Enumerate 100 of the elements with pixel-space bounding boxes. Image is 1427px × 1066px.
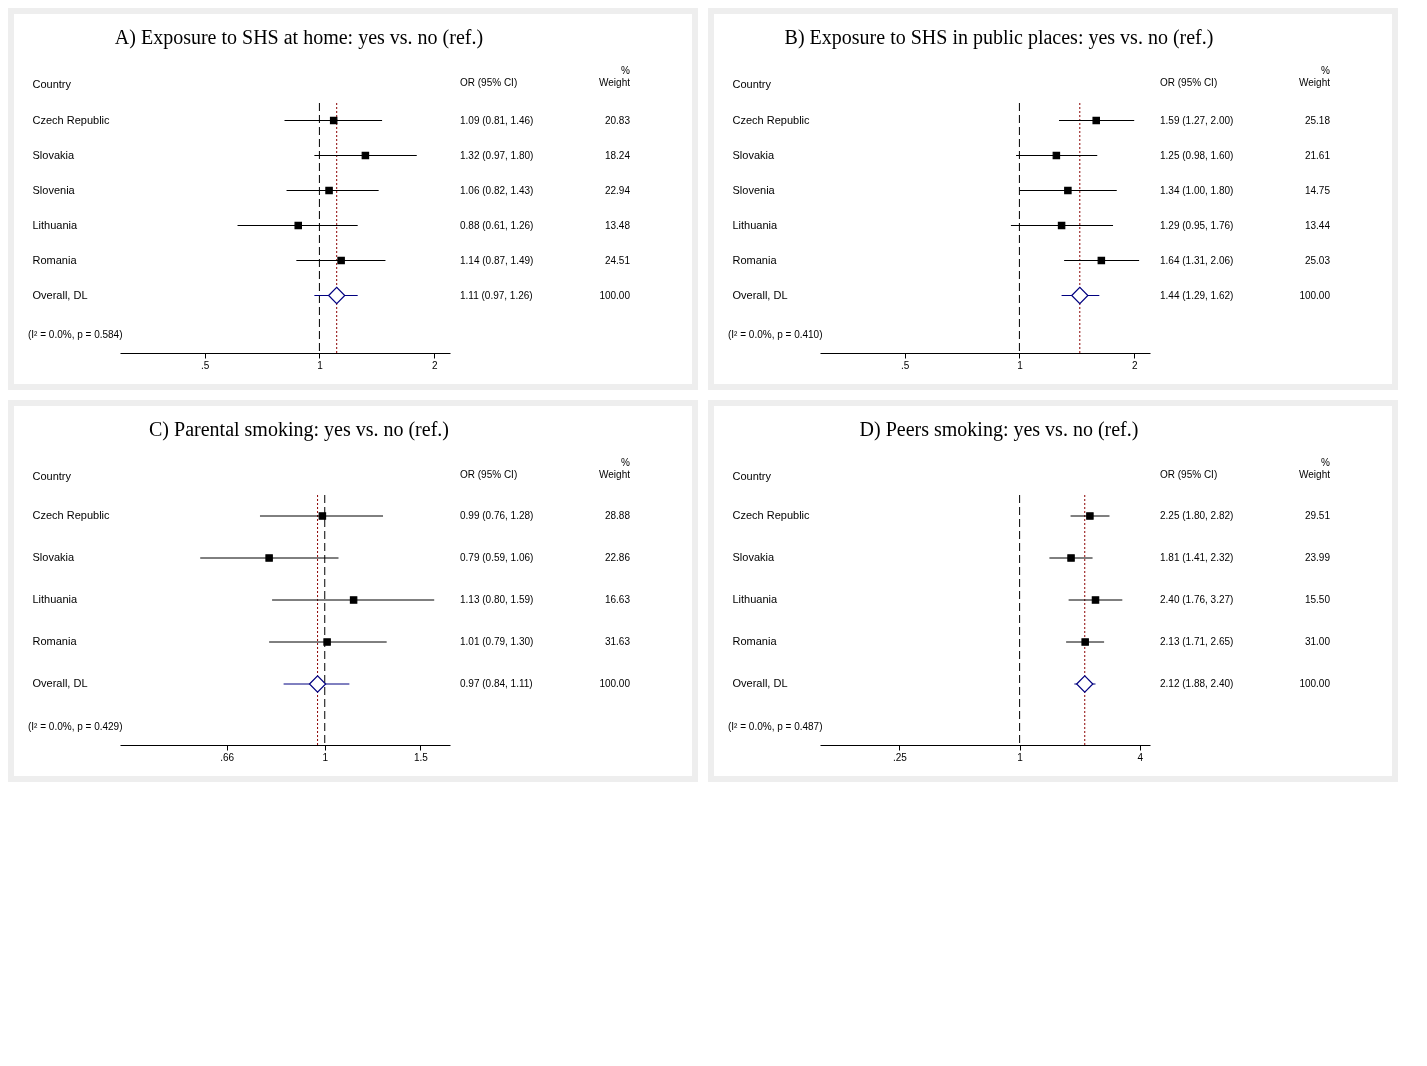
chart-title: D) Peers smoking: yes vs. no (ref.) — [859, 418, 1139, 441]
data-label: 0.88 (0.61, 1.26) — [460, 219, 534, 231]
point — [1067, 554, 1075, 562]
y-tick-label: Lithuania — [32, 218, 79, 231]
data-label: 1.34 (1.00, 1.80) — [1160, 184, 1234, 196]
point — [337, 256, 345, 265]
text: % — [1321, 457, 1331, 468]
x-tick-label: .5 — [900, 359, 910, 371]
y-tick-label: Slovakia — [732, 148, 775, 161]
y-tick-label: Overall, DL — [732, 677, 788, 689]
y-tick-label: Slovakia — [732, 551, 775, 563]
data-label: 1.06 (0.82, 1.43) — [460, 184, 534, 196]
x-tick-label: 1 — [317, 359, 324, 371]
point — [328, 286, 346, 305]
y-tick-label: Romania — [732, 635, 778, 647]
y-tick-label: Overall, DL — [732, 288, 788, 301]
y-tick-label: Czech Republic — [732, 509, 811, 521]
text: 23.99 — [1304, 552, 1331, 563]
y-tick-label: Czech Republic — [32, 113, 111, 126]
text: 14.75 — [1304, 184, 1331, 196]
y-tick-label: Slovakia — [32, 148, 75, 161]
point — [1092, 116, 1100, 125]
x-tick-label: .5 — [200, 359, 210, 371]
point — [1086, 512, 1094, 520]
y-axis-title: Country — [32, 77, 72, 90]
text: 0.97 (0.84, 1.11) — [460, 678, 533, 689]
text: OR (95% CI) — [1160, 77, 1218, 88]
text: 31.00 — [1304, 636, 1331, 647]
text: 25.03 — [1304, 254, 1331, 266]
text: 13.44 — [1304, 219, 1331, 231]
y-tick-label: Overall, DL — [32, 288, 88, 301]
point — [1071, 286, 1089, 305]
text: 31.63 — [604, 636, 631, 647]
point — [308, 675, 327, 693]
y-tick-label: Lithuania — [32, 593, 79, 605]
point — [1064, 186, 1072, 195]
y-axis-title: Country — [732, 469, 772, 482]
y-tick-label: Overall, DL — [32, 677, 88, 689]
text: (I² = 0.0%, p = 0.410) — [728, 329, 823, 340]
text: 16.63 — [604, 594, 631, 605]
y-axis-title: Country — [32, 469, 72, 482]
text: 25.18 — [1304, 114, 1331, 126]
text: OR (95% CI) — [460, 77, 518, 88]
text: % — [1321, 65, 1331, 76]
x-tick-label: 4 — [1137, 751, 1144, 763]
data-label: 0.99 (0.76, 1.28) — [460, 510, 534, 521]
text: 100.00 — [1299, 289, 1331, 301]
text: 20.83 — [604, 114, 631, 126]
data-label: 1.29 (0.95, 1.76) — [1160, 219, 1234, 231]
point — [265, 554, 273, 562]
data-label: 1.59 (1.27, 2.00) — [1160, 114, 1234, 126]
point — [1076, 675, 1094, 693]
y-tick-label: Romania — [32, 253, 78, 266]
x-tick-label: 1 — [322, 751, 329, 763]
text: 22.94 — [604, 184, 631, 196]
y-tick-label: Slovenia — [32, 183, 76, 196]
point — [325, 186, 333, 195]
data-label: 1.64 (1.31, 2.06) — [1160, 254, 1234, 266]
data-label: 2.25 (1.80, 2.82) — [1160, 510, 1234, 521]
data-label: 1.14 (0.87, 1.49) — [460, 254, 534, 266]
x-tick-label: .66 — [220, 751, 235, 763]
text: 15.50 — [1304, 594, 1331, 605]
x-tick-label: 1 — [1017, 751, 1024, 763]
y-tick-label: Lithuania — [732, 218, 779, 231]
y-tick-label: Slovakia — [32, 551, 75, 563]
text: 100.00 — [1299, 678, 1331, 689]
y-tick-label: Romania — [732, 253, 778, 266]
data-label: 1.81 (1.41, 2.32) — [1160, 552, 1234, 563]
text: 18.24 — [604, 149, 631, 161]
text: 1.11 (0.97, 1.26) — [460, 289, 533, 301]
data-label: 1.01 (0.79, 1.30) — [460, 636, 534, 647]
point — [1091, 596, 1100, 604]
x-tick-label: 1.5 — [414, 751, 429, 763]
annotation: (I² = 0.0%, p = 0.429) — [28, 721, 123, 732]
text: OR (95% CI) — [460, 469, 518, 480]
text: 100.00 — [599, 678, 631, 689]
chart-title: B) Exposure to SHS in public places: yes vs. no (ref.) — [784, 26, 1214, 49]
data-label: 2.13 (1.71, 2.65) — [1160, 636, 1234, 647]
data-label: 1.09 (0.81, 1.46) — [460, 114, 534, 126]
chart-title: A) Exposure to SHS at home: yes vs. no (ref.) — [114, 26, 484, 49]
text: % — [621, 457, 631, 468]
text: 22.86 — [604, 552, 631, 563]
y-axis-title: Country — [732, 77, 772, 90]
text: 28.88 — [604, 510, 631, 521]
text: 21.61 — [1304, 149, 1331, 161]
y-tick-label: Czech Republic — [32, 509, 111, 521]
x-tick-label: 2 — [431, 359, 438, 371]
text: Weight — [599, 77, 631, 88]
y-tick-label: Lithuania — [732, 593, 779, 605]
text: 13.48 — [604, 219, 631, 231]
text: OR (95% CI) — [1160, 469, 1218, 480]
text: Weight — [1299, 77, 1331, 88]
data-label: 1.32 (0.97, 1.80) — [460, 149, 534, 161]
data-label: 1.13 (0.80, 1.59) — [460, 594, 534, 605]
text: 1.44 (1.29, 1.62) — [1160, 289, 1234, 301]
text: 2.12 (1.88, 2.40) — [1160, 678, 1234, 689]
annotation: (I² = 0.0%, p = 0.487) — [728, 721, 823, 732]
x-tick-label: 2 — [1131, 359, 1138, 371]
point — [1081, 638, 1089, 646]
point — [323, 638, 331, 646]
